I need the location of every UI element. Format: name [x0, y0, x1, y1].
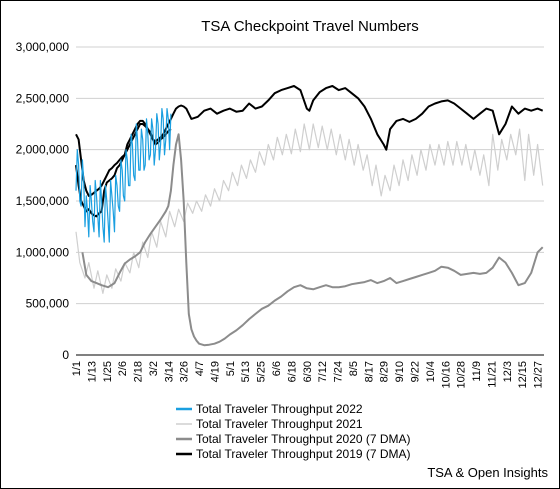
x-tick-label: 4/19 [209, 361, 221, 382]
x-tick-label: 1/1 [71, 361, 83, 376]
legend-label: Total Traveler Throughput 2022 [196, 402, 363, 416]
x-tick-label: 6/6 [271, 361, 283, 376]
x-tick-label: 10/16 [440, 361, 452, 389]
y-tick-label: 500,000 [26, 297, 70, 311]
x-tick-label: 1/13 [86, 361, 98, 382]
x-tick-label: 8/5 [348, 361, 360, 376]
x-tick-label: 12/27 [533, 361, 545, 389]
chart-title: TSA Checkpoint Travel Numbers [201, 18, 419, 35]
x-tick-label: 3/2 [148, 361, 160, 376]
x-tick-label: 3/14 [163, 361, 175, 382]
x-tick-label: 8/29 [379, 361, 391, 382]
y-tick-label: 1,500,000 [16, 194, 70, 208]
x-tick-label: 4/7 [194, 361, 206, 376]
y-tick-label: 0 [62, 348, 69, 362]
legend-label: Total Traveler Throughput 2021 [196, 417, 363, 431]
x-tick-label: 5/25 [256, 361, 268, 382]
x-tick-label: 11/21 [486, 361, 498, 388]
x-tick-label: 10/4 [425, 361, 437, 382]
x-tick-label: 12/3 [502, 361, 514, 382]
x-tick-label: 2/6 [117, 361, 129, 376]
x-tick-label: 5/1 [225, 361, 237, 376]
y-tick-label: 1,000,000 [16, 245, 70, 259]
source-note: TSA & Open Insights [427, 465, 548, 480]
series-line-2019 [75, 85, 544, 218]
series-line-2020 [81, 133, 544, 347]
x-tick-label: 12/15 [517, 361, 529, 389]
x-tick-label: 10/28 [456, 361, 468, 389]
x-tick-label: 11/9 [471, 361, 483, 382]
y-tick-label: 2,500,000 [16, 91, 70, 105]
x-tick-label: 9/22 [409, 361, 421, 382]
x-tick-label: 7/24 [333, 361, 345, 382]
x-tick-label: 6/30 [302, 361, 314, 382]
series-line-2022 [75, 107, 172, 243]
series-line-2021 [75, 123, 544, 294]
x-tick-label: 5/13 [240, 361, 252, 382]
series-line-2019-early [75, 123, 172, 197]
x-tick-label: 7/12 [317, 361, 329, 382]
x-tick-label: 6/18 [286, 361, 298, 382]
y-tick-label: 3,000,000 [16, 40, 70, 54]
x-tick-label: 9/10 [394, 361, 406, 382]
x-tick-label: 2/18 [133, 361, 145, 382]
x-tick-label: 8/17 [363, 361, 375, 382]
x-tick-label: 3/26 [179, 361, 191, 382]
y-tick-label: 2,000,000 [16, 143, 70, 157]
legend-label: Total Traveler Throughput 2019 (7 DMA) [196, 447, 411, 461]
x-tick-label: 1/25 [102, 361, 114, 382]
legend-label: Total Traveler Throughput 2020 (7 DMA) [196, 432, 411, 446]
